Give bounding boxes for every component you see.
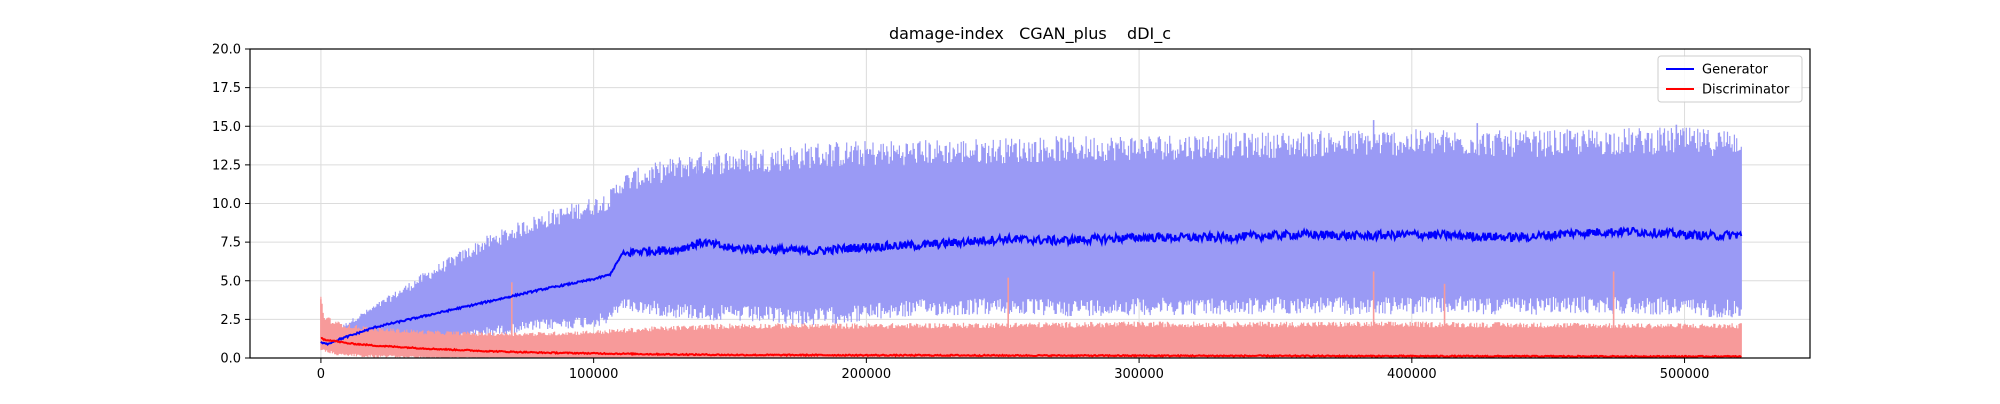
legend: Generator Discriminator [1657,55,1803,103]
y-tick-label: 2.5 [220,313,241,328]
series-line-discriminator [320,336,1742,359]
y-tick-label: 20.0 [212,43,241,58]
x-tick-label: 500000 [1660,367,1710,382]
x-tick-label: 100000 [569,367,619,382]
series-line-generator [320,225,1743,346]
band-layer [320,120,1742,358]
line-layer [320,225,1743,359]
legend-label-generator: Generator [1702,63,1769,78]
legend-box [1657,55,1803,103]
x-tick-label: 400000 [1387,367,1437,382]
x-tick-label: 0 [317,367,325,382]
y-tick-label: 10.0 [212,197,241,212]
x-tick-label: 300000 [1114,367,1164,382]
y-tick-label: 0.0 [220,352,241,367]
y-tick-label: 12.5 [212,158,241,173]
y-tick-label: 7.5 [220,236,241,251]
legend-label-discriminator: Discriminator [1702,83,1790,98]
y-tick-label: 17.5 [212,81,241,96]
tick-layer: 0 100000 200000 300000 400000 500000 0.0 2.5 5.0… [212,43,1709,383]
x-tick-label: 200000 [842,367,892,382]
chart-title: damage-index CGAN_plus dDI_c [889,24,1171,44]
y-tick-label: 5.0 [220,274,241,289]
y-tick-label: 15.0 [212,120,241,135]
